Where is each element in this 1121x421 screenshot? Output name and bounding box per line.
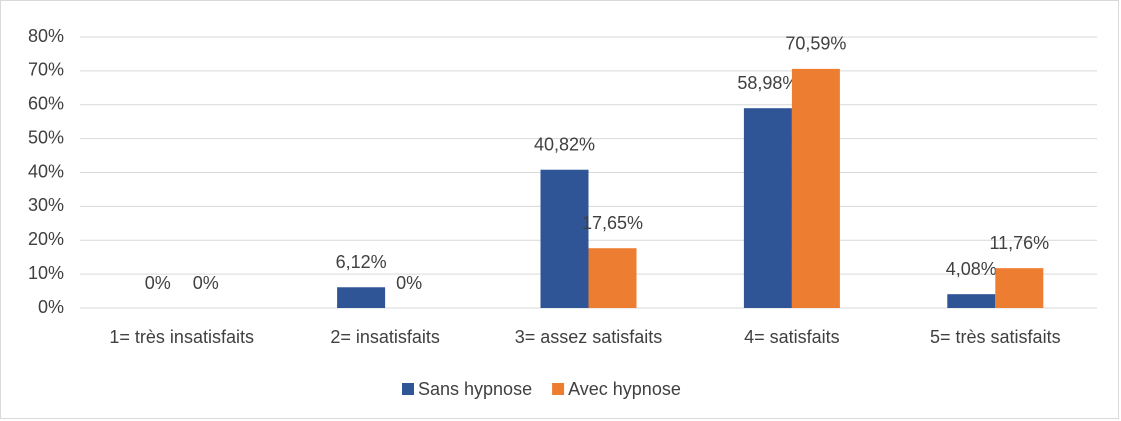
- bar: [337, 287, 386, 308]
- data-label: 4,08%: [946, 259, 997, 279]
- legend-swatch: [552, 383, 565, 395]
- data-label: 40,82%: [534, 134, 595, 154]
- data-label: 0%: [145, 273, 171, 293]
- data-label: 11,76%: [989, 233, 1049, 253]
- legend-label: Avec hypnose: [568, 379, 681, 399]
- x-tick-label: 1= très insatisfaits: [109, 327, 254, 347]
- y-tick-label: 10%: [28, 263, 64, 283]
- y-tick-label: 60%: [28, 94, 64, 114]
- bar: [791, 68, 840, 308]
- bar: [540, 169, 589, 308]
- data-label: 58,98%: [737, 73, 798, 93]
- y-tick-label: 80%: [28, 26, 64, 46]
- y-tick-label: 20%: [28, 229, 64, 249]
- legend-label: Sans hypnose: [418, 379, 532, 399]
- data-label: 0%: [396, 273, 422, 293]
- bar: [588, 248, 637, 308]
- y-tick-label: 30%: [28, 195, 64, 215]
- x-tick-label: 2= insatisfaits: [330, 327, 440, 347]
- x-tick-label: 4= satisfaits: [744, 327, 840, 347]
- bar: [947, 294, 996, 308]
- y-tick-label: 40%: [28, 161, 64, 181]
- data-label: 70,59%: [785, 34, 846, 54]
- legend-swatch: [402, 383, 414, 395]
- y-tick-label: 0%: [38, 297, 64, 317]
- y-tick-label: 70%: [28, 60, 64, 80]
- x-tick-label: 3= assez satisfaits: [515, 327, 663, 347]
- data-label: 0%: [193, 273, 219, 293]
- x-tick-label: 5= très satisfaits: [930, 327, 1061, 347]
- y-tick-label: 50%: [28, 127, 64, 147]
- bar: [995, 268, 1044, 308]
- data-label: 6,12%: [336, 252, 387, 272]
- data-label: 17,65%: [582, 213, 643, 233]
- bar: [743, 108, 792, 308]
